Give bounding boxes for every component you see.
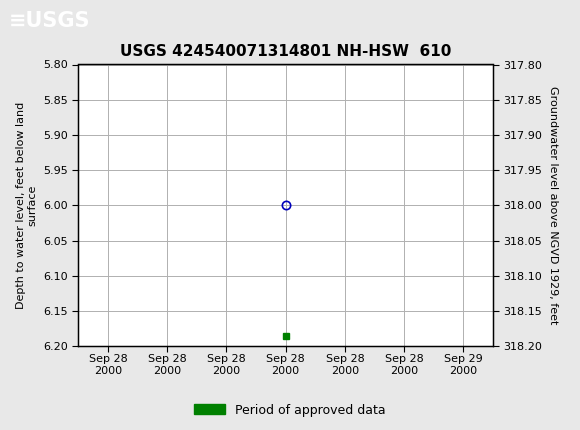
Title: USGS 424540071314801 NH-HSW  610: USGS 424540071314801 NH-HSW 610 (120, 44, 451, 59)
Text: ≡USGS: ≡USGS (9, 11, 90, 31)
Legend: Period of approved data: Period of approved data (189, 399, 391, 421)
Y-axis label: Depth to water level, feet below land
surface: Depth to water level, feet below land su… (16, 102, 38, 309)
Y-axis label: Groundwater level above NGVD 1929, feet: Groundwater level above NGVD 1929, feet (548, 86, 558, 325)
